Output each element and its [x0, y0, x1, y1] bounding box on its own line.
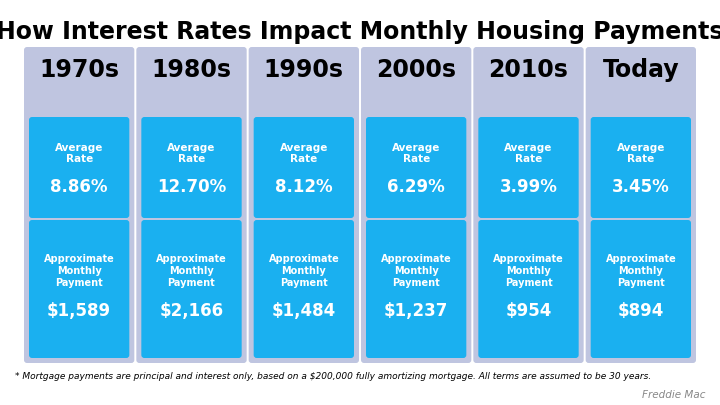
FancyBboxPatch shape: [366, 117, 467, 218]
FancyBboxPatch shape: [590, 117, 691, 218]
Text: How Interest Rates Impact Monthly Housing Payments: How Interest Rates Impact Monthly Housin…: [0, 20, 720, 44]
Text: $2,166: $2,166: [159, 302, 224, 320]
Text: 6.29%: 6.29%: [387, 179, 445, 196]
Text: Average
Rate: Average Rate: [504, 143, 553, 164]
FancyBboxPatch shape: [478, 220, 579, 358]
Text: $894: $894: [618, 302, 664, 320]
Text: Freddie Mac: Freddie Mac: [642, 390, 705, 400]
Text: 2000s: 2000s: [376, 58, 456, 82]
FancyBboxPatch shape: [473, 47, 584, 363]
Text: * Mortgage payments are principal and interest only, based on a $200,000 fully a: * Mortgage payments are principal and in…: [15, 372, 652, 381]
FancyBboxPatch shape: [141, 220, 242, 358]
Text: Average
Rate: Average Rate: [279, 143, 328, 164]
Text: Average
Rate: Average Rate: [392, 143, 441, 164]
Text: Today: Today: [603, 58, 679, 82]
FancyBboxPatch shape: [248, 47, 359, 363]
Text: $1,589: $1,589: [47, 302, 111, 320]
FancyBboxPatch shape: [24, 47, 135, 363]
Text: Approximate
Monthly
Payment: Approximate Monthly Payment: [381, 254, 451, 288]
Text: $1,237: $1,237: [384, 302, 449, 320]
Text: 1970s: 1970s: [39, 58, 120, 82]
Text: 1990s: 1990s: [264, 58, 344, 82]
Text: Approximate
Monthly
Payment: Approximate Monthly Payment: [493, 254, 564, 288]
Text: Average
Rate: Average Rate: [616, 143, 665, 164]
Text: Average
Rate: Average Rate: [167, 143, 216, 164]
FancyBboxPatch shape: [136, 47, 247, 363]
Text: $1,484: $1,484: [271, 302, 336, 320]
Text: 3.99%: 3.99%: [500, 179, 557, 196]
Text: 8.12%: 8.12%: [275, 179, 333, 196]
FancyBboxPatch shape: [585, 47, 696, 363]
Text: $954: $954: [505, 302, 552, 320]
FancyBboxPatch shape: [366, 220, 467, 358]
FancyBboxPatch shape: [29, 220, 130, 358]
FancyBboxPatch shape: [141, 117, 242, 218]
FancyBboxPatch shape: [29, 117, 130, 218]
Text: Approximate
Monthly
Payment: Approximate Monthly Payment: [156, 254, 227, 288]
Text: 8.86%: 8.86%: [50, 179, 108, 196]
Text: 12.70%: 12.70%: [157, 179, 226, 196]
FancyBboxPatch shape: [253, 117, 354, 218]
FancyBboxPatch shape: [361, 47, 472, 363]
FancyBboxPatch shape: [478, 117, 579, 218]
Text: Approximate
Monthly
Payment: Approximate Monthly Payment: [44, 254, 114, 288]
Text: Average
Rate: Average Rate: [55, 143, 104, 164]
Text: 3.45%: 3.45%: [612, 179, 670, 196]
Text: Approximate
Monthly
Payment: Approximate Monthly Payment: [269, 254, 339, 288]
Text: Approximate
Monthly
Payment: Approximate Monthly Payment: [606, 254, 676, 288]
Text: 1980s: 1980s: [151, 58, 232, 82]
FancyBboxPatch shape: [590, 220, 691, 358]
FancyBboxPatch shape: [253, 220, 354, 358]
Text: 2010s: 2010s: [489, 58, 568, 82]
